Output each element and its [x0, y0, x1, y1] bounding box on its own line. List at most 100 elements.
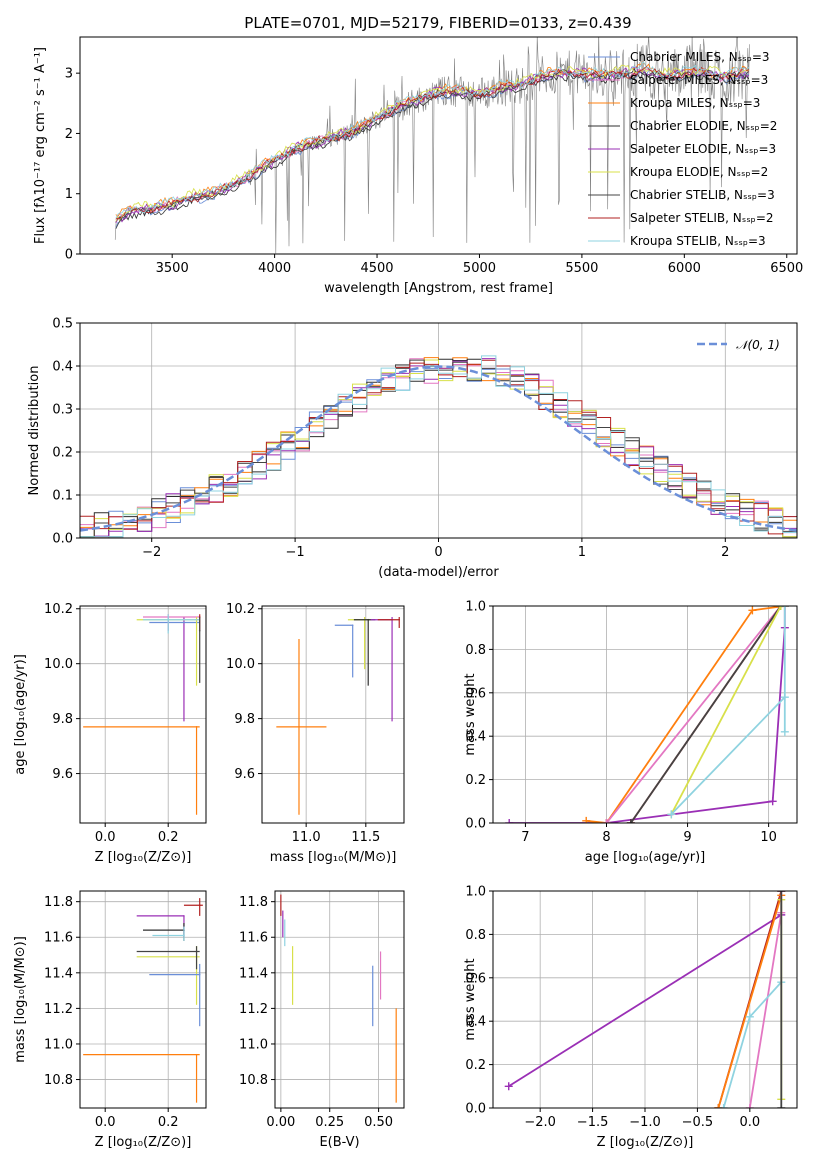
x-tick-label: −1.5 — [577, 1115, 609, 1130]
legend-label-kroupa_miles: Kroupa MILES, Nₛₛₚ=3 — [630, 96, 760, 110]
y-tick-label: 0.4 — [465, 730, 486, 745]
residuals-panel: −2 −1 0 1 2 0.0 0.1 0.2 0.3 0.4 0.5 (data-model)/er… — [27, 317, 798, 580]
x-axis-label: wavelength [Angstrom, rest frame] — [324, 281, 553, 296]
x-axis-label: age [log₁₀(age/yr)] — [585, 850, 706, 865]
y-tick-label: 11.6 — [44, 931, 73, 946]
y-tick-label: 0.2 — [465, 773, 486, 788]
weight-marker-kroupa_elodie — [776, 606, 785, 610]
weight-line-salpeter_elodie — [508, 914, 782, 1088]
x-tick-label: 5500 — [565, 261, 598, 276]
x-tick-label: 4000 — [258, 261, 291, 276]
model-spectrum-salpeter_stelib — [115, 65, 750, 220]
x-tick-label: 11.5 — [351, 830, 380, 845]
legend-label-chabrier_stelib: Chabrier STELIB, Nₛₛₚ=3 — [630, 188, 775, 202]
x-tick-label: 0.0 — [739, 1115, 760, 1130]
weight-marker-kroupa_miles — [582, 816, 591, 823]
x-tick-label: 0.2 — [158, 1115, 179, 1130]
weight-marker-salpeter_elodie — [505, 819, 514, 823]
point-kroupa_miles — [195, 1053, 198, 1056]
y-tick-label: 0.2 — [465, 1058, 486, 1073]
weight-marker-kroupa_stelib — [780, 693, 789, 702]
x-tick-label: 0.2 — [158, 830, 179, 845]
weight-marker-salpeter_elodie — [504, 1082, 513, 1091]
x-tick-label: 0 — [434, 545, 442, 560]
y-tick-label: 11.8 — [239, 895, 268, 910]
model-spectrum-salpeter_elodie — [115, 66, 750, 224]
x-tick-label: 0.50 — [364, 1115, 393, 1130]
weight-marker-kroupa_miles — [748, 606, 757, 615]
mass-weight-vs-metallicity-panel: −2.0 −1.5 −1.0 −0.5 0.0 0.0 0.2 0.4 0.6 0.8 1.0 Z [… — [463, 885, 798, 1150]
axes-frame — [79, 322, 798, 539]
point-chabrier_miles — [198, 973, 201, 976]
y-axis-label: Flux [fλ10⁻¹⁷ erg cm⁻² s⁻¹ A⁻¹] — [33, 47, 48, 244]
x-axis-label: mass [log₁₀(M/M⊙)] — [270, 850, 397, 865]
weight-marker-kroupa_stelib — [667, 810, 676, 819]
axes-frame — [79, 605, 207, 824]
y-axis-label: mass weight — [463, 673, 478, 755]
y-tick-label: 0.5 — [52, 317, 73, 332]
axes-frame — [79, 890, 207, 1109]
y-tick-label: 9.8 — [234, 712, 255, 727]
y-tick-label: 1.0 — [465, 600, 486, 615]
y-tick-label: 0.8 — [465, 643, 486, 658]
weight-marker-kroupa_stelib — [745, 1012, 754, 1021]
legend-label-salpeter_stelib: Salpeter STELIB, Nₛₛₚ=2 — [630, 211, 774, 225]
x-tick-label: 6500 — [770, 261, 803, 276]
weight-marker-chabrier_stelib — [777, 891, 786, 895]
x-tick-label: 0.0 — [95, 830, 116, 845]
x-tick-label: 0.00 — [266, 1115, 295, 1130]
plot-area — [505, 606, 789, 823]
y-tick-label: 0 — [65, 248, 73, 263]
mass-vs-metallicity-panel: 0.0 0.2 10.8 11.0 11.2 11.4 11.6 11.8 Z [log₁₀(Z… — [13, 890, 207, 1150]
point-salpeter_stelib — [198, 904, 201, 907]
weight-line-salpeter_miles — [605, 606, 782, 823]
point-salpeter_stelib — [398, 618, 401, 621]
x-tick-label: −2.0 — [524, 1115, 556, 1130]
legend-label-chabrier_elodie: Chabrier ELODIE, Nₛₛₚ=2 — [630, 119, 777, 133]
weight-marker-kroupa_stelib — [780, 606, 789, 610]
y-tick-label: 11.6 — [239, 931, 268, 946]
y-tick-label: 3 — [65, 67, 73, 82]
mass-vs-ebv-panel: 0.00 0.25 0.50 10.8 11.0 11.2 11.4 11.6 11.8 E(B-… — [239, 890, 405, 1150]
x-tick-label: 6000 — [668, 261, 701, 276]
y-tick-label: 11.4 — [44, 966, 73, 981]
y-tick-label: 1.0 — [465, 885, 486, 900]
x-tick-label: −0.5 — [682, 1115, 714, 1130]
weight-marker-chabrier_stelib — [777, 1104, 786, 1108]
point-chabrier_elodie — [367, 618, 370, 621]
point-chabrier_stelib — [198, 629, 201, 632]
weight-marker-salpeter_miles — [745, 1104, 754, 1108]
x-tick-label: 3500 — [156, 261, 189, 276]
y-axis-label: Normed distribution — [27, 366, 42, 496]
plot-area — [83, 614, 201, 815]
y-tick-label: 0.0 — [52, 532, 73, 547]
y-tick-label: 11.0 — [44, 1037, 73, 1052]
model-spectrum-chabrier_stelib — [115, 69, 750, 229]
y-tick-label: 10.8 — [239, 1073, 268, 1088]
y-tick-label: 0.6 — [465, 686, 486, 701]
x-tick-label: 9 — [683, 830, 691, 845]
legend-label-kroupa_elodie: Kroupa ELODIE, Nₛₛₚ=2 — [630, 165, 768, 179]
y-tick-label: 0.0 — [465, 1102, 486, 1117]
normal-curve — [80, 365, 797, 532]
axes-frame — [492, 605, 798, 824]
y-tick-label: 0.2 — [52, 446, 73, 461]
weight-line-chabrier_stelib — [630, 606, 782, 823]
age-vs-mass-panel: 11.0 11.5 9.6 9.8 10.0 10.2 mass [log₁₀(M/M⊙)] — [226, 602, 405, 865]
spectrum-panel: 3500 4000 4500 5000 5500 6000 6500 0 1 2 3 waveleng… — [33, 36, 803, 296]
y-tick-label: 11.2 — [44, 1002, 73, 1017]
y-tick-label: 10.2 — [44, 602, 73, 617]
y-tick-label: 0.4 — [52, 360, 73, 375]
x-axis-label: (data-model)/error — [378, 565, 499, 580]
y-tick-label: 10.2 — [226, 602, 255, 617]
mass-weight-vs-age-panel: 7 8 9 10 0.0 0.2 0.4 0.6 0.8 1.0 age [log₁₀(age/yr… — [463, 600, 798, 865]
y-tick-label: 10.8 — [44, 1073, 73, 1088]
x-tick-label: −1.0 — [629, 1115, 661, 1130]
normal-legend-label: 𝒩(0, 1) — [736, 338, 780, 352]
axes-frame — [492, 890, 798, 1109]
point-chabrier_stelib — [195, 950, 198, 953]
age-vs-metallicity-panel: 0.0 0.2 9.6 9.8 10.0 10.2 Z [log₁₀(Z/Z⊙)] age [… — [13, 602, 207, 865]
y-tick-label: 11.0 — [239, 1037, 268, 1052]
x-axis-label: E(B-V) — [319, 1135, 359, 1150]
weight-marker-kroupa_stelib — [719, 1104, 728, 1108]
